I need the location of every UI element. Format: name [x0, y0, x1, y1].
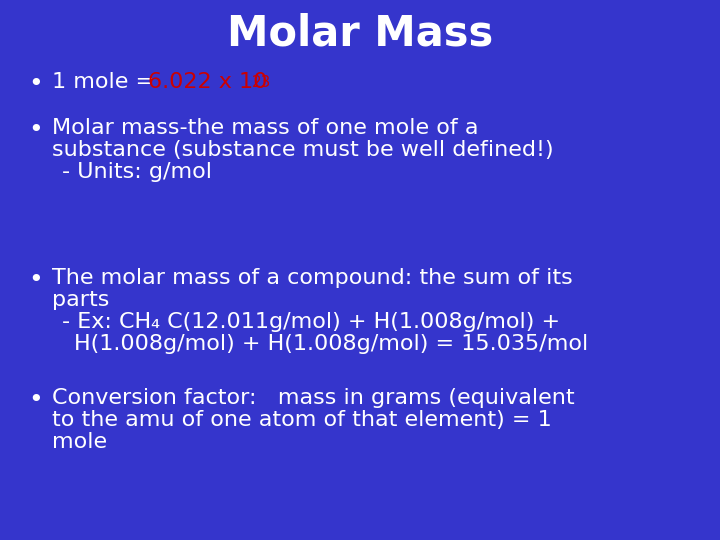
Text: - Units: g/mol: - Units: g/mol [62, 162, 212, 182]
Text: •: • [28, 118, 42, 142]
Text: •: • [28, 268, 42, 292]
Text: 1 mole =: 1 mole = [52, 72, 161, 92]
Text: 23: 23 [252, 75, 271, 90]
Text: substance (substance must be well defined!): substance (substance must be well define… [52, 140, 554, 160]
Text: •: • [28, 388, 42, 412]
Text: The molar mass of a compound: the sum of its: The molar mass of a compound: the sum of… [52, 268, 572, 288]
Text: - Ex: CH₄ C(12.011g/mol) + H(1.008g/mol) +: - Ex: CH₄ C(12.011g/mol) + H(1.008g/mol)… [62, 312, 560, 332]
Text: H(1.008g/mol) + H(1.008g/mol) = 15.035/mol: H(1.008g/mol) + H(1.008g/mol) = 15.035/m… [74, 334, 588, 354]
Text: to the amu of one atom of that element) = 1: to the amu of one atom of that element) … [52, 410, 552, 430]
Text: Conversion factor:   mass in grams (equivalent: Conversion factor: mass in grams (equiva… [52, 388, 575, 408]
Text: •: • [28, 72, 42, 96]
Text: Molar mass-the mass of one mole of a: Molar mass-the mass of one mole of a [52, 118, 479, 138]
Text: Molar Mass: Molar Mass [227, 12, 493, 54]
Text: parts: parts [52, 290, 109, 310]
Text: mole: mole [52, 432, 107, 452]
Text: 6.022 x 10: 6.022 x 10 [148, 72, 267, 92]
